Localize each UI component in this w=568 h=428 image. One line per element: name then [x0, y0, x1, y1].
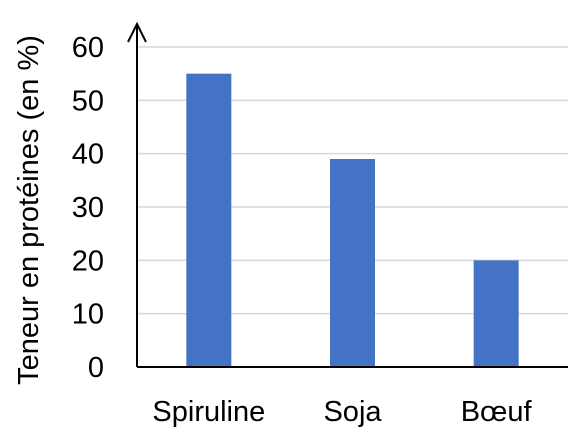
bar-bœuf [473, 260, 519, 367]
y-tick-label: 60 [72, 32, 104, 64]
x-tick-label: Spiruline [152, 396, 265, 428]
bar-soja [330, 159, 375, 367]
y-tick-label: 20 [72, 245, 104, 277]
y-tick-label: 30 [72, 192, 104, 224]
bar-spiruline [186, 73, 232, 368]
x-tick-labels: Spiruline Soja Bœuf [152, 396, 532, 428]
y-tick-label: 10 [72, 299, 104, 331]
y-axis-arrow-icon [127, 21, 147, 43]
axes [127, 21, 568, 368]
y-tick-label: 0 [88, 352, 104, 384]
x-tick-label: Bœuf [461, 396, 533, 428]
y-tick-label: 50 [72, 85, 104, 117]
bars [186, 73, 519, 368]
x-tick-label: Soja [323, 396, 382, 428]
y-tick-label: 40 [72, 139, 104, 171]
y-axis-title: Teneur en protéines (en %) [13, 35, 45, 385]
y-tick-labels: 0 10 20 30 40 50 60 [72, 32, 104, 384]
